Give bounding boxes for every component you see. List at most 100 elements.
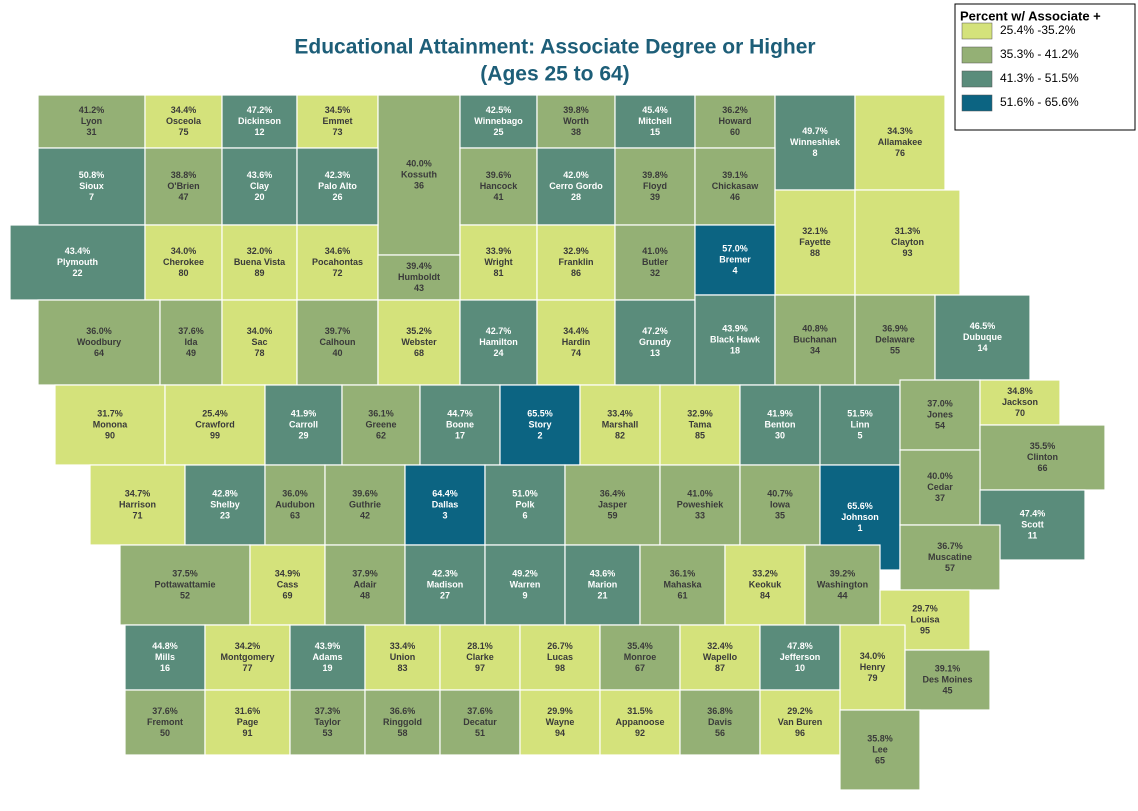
county-name: Davis (708, 717, 732, 727)
county (819, 384, 901, 466)
county (364, 624, 441, 691)
county-percent: 36.0% (282, 488, 308, 498)
county-rank: 41 (493, 192, 503, 202)
county-name: Decatur (463, 717, 497, 727)
county-rank: 88 (810, 248, 820, 258)
county-name: Sioux (79, 181, 104, 191)
county-rank: 69 (282, 590, 292, 600)
county-percent: 43.4% (65, 246, 91, 256)
county-percent: 42.5% (486, 105, 512, 115)
county-name: Woodbury (77, 337, 121, 347)
county (204, 624, 291, 691)
county-rank: 31 (86, 127, 96, 137)
county-name: Appanoose (615, 717, 664, 727)
county (341, 384, 421, 466)
county-name: Linn (851, 419, 870, 429)
county-rank: 81 (493, 268, 503, 278)
county-rank: 24 (493, 348, 503, 358)
county-percent: 50.8% (79, 170, 105, 180)
county-percent: 57.0% (722, 243, 748, 253)
county-percent: 34.9% (275, 568, 301, 578)
county-rank: 55 (890, 345, 900, 355)
legend-swatch (961, 94, 993, 112)
county-percent: 25.4% (202, 408, 228, 418)
county-percent: 49.2% (512, 568, 538, 578)
county-name: Delaware (875, 334, 915, 344)
county (854, 94, 946, 191)
county-name: Mitchell (638, 116, 672, 126)
county-rank: 39 (650, 192, 660, 202)
county-rank: 70 (1015, 408, 1025, 418)
county-name: Mills (155, 652, 175, 662)
county-name: Bremer (719, 254, 751, 264)
county-percent: 34.0% (860, 651, 886, 661)
county-percent: 33.4% (607, 408, 633, 418)
county-percent: 36.0% (86, 326, 112, 336)
county-name: Carroll (289, 419, 318, 429)
county-rank: 79 (867, 673, 877, 683)
county-name: Benton (765, 419, 796, 429)
county (679, 689, 761, 756)
county-rank: 68 (414, 348, 424, 358)
county (564, 544, 641, 626)
county-name: Polk (515, 499, 535, 509)
county-rank: 59 (607, 510, 617, 520)
county-name: Winnebago (474, 116, 523, 126)
county-percent: 36.1% (670, 568, 696, 578)
county-rank: 30 (775, 430, 785, 440)
county-name: Scott (1021, 519, 1044, 529)
county (724, 544, 806, 626)
county-rank: 52 (180, 590, 190, 600)
county (659, 464, 741, 546)
county-rank: 57 (945, 563, 955, 573)
county-name: Cherokee (163, 257, 204, 267)
county-rank: 2 (537, 430, 542, 440)
county-percent: 47.2% (642, 326, 668, 336)
county-rank: 38 (571, 127, 581, 137)
county-name: Webster (401, 337, 437, 347)
county-rank: 54 (935, 420, 945, 430)
county-percent: 33.9% (486, 246, 512, 256)
county-name: Buchanan (793, 334, 837, 344)
county-percent: 36.9% (882, 323, 908, 333)
county-name: Kossuth (401, 169, 437, 179)
county-name: Pocahontas (312, 257, 363, 267)
county-rank: 15 (650, 127, 660, 137)
county-rank: 83 (397, 663, 407, 673)
county-rank: 42 (360, 510, 370, 520)
county (536, 94, 616, 149)
county (324, 544, 406, 626)
county-rank: 21 (597, 590, 607, 600)
county-percent: 40.0% (406, 158, 432, 168)
county-name: Franklin (558, 257, 593, 267)
county-name: Crawford (195, 419, 235, 429)
county-percent: 45.4% (642, 105, 668, 115)
county-rank: 77 (242, 663, 252, 673)
county-rank: 36 (414, 180, 424, 190)
county-name: Hancock (480, 181, 519, 191)
county-name: Ringgold (383, 717, 422, 727)
county (694, 147, 776, 226)
county-rank: 89 (254, 268, 264, 278)
county-rank: 73 (332, 127, 342, 137)
county-name: Humboldt (398, 272, 440, 282)
county (296, 299, 379, 386)
county-percent: 32.9% (687, 408, 713, 418)
county (536, 224, 616, 301)
county-rank: 45 (942, 685, 952, 695)
county-name: Wapello (703, 652, 738, 662)
county (804, 544, 881, 626)
county-name: Cedar (927, 482, 953, 492)
county-rank: 37 (935, 493, 945, 503)
county-name: Hamilton (479, 337, 518, 347)
county-percent: 42.8% (212, 488, 238, 498)
legend-swatch (961, 22, 993, 40)
county (774, 189, 856, 296)
county-rank: 46 (730, 192, 740, 202)
county-name: Chickasaw (712, 181, 760, 191)
county-rank: 82 (615, 430, 625, 440)
county-name: Buena Vista (234, 257, 286, 267)
county-rank: 85 (695, 430, 705, 440)
county (404, 544, 486, 626)
county-percent: 37.6% (467, 706, 493, 716)
